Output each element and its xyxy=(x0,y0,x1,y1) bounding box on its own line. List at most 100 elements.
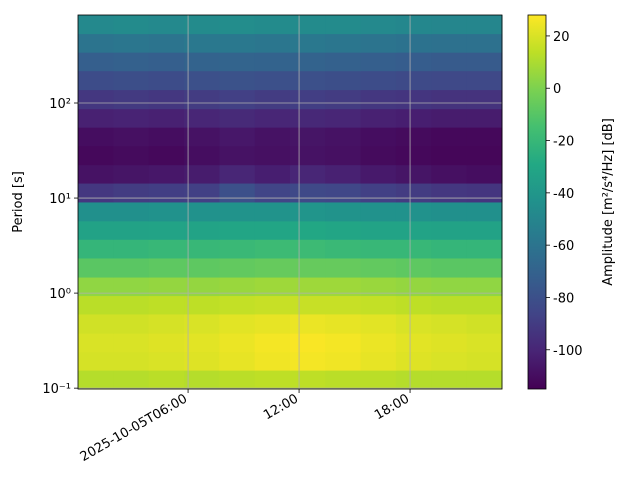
cell xyxy=(466,220,503,240)
cell xyxy=(325,108,362,128)
cell xyxy=(219,183,256,203)
cell xyxy=(113,164,150,184)
cell xyxy=(254,145,291,166)
cell xyxy=(113,89,150,110)
y-tick-label: 10⁻¹ xyxy=(42,382,71,397)
cell xyxy=(148,257,185,278)
cell xyxy=(254,201,291,222)
cell xyxy=(466,313,503,334)
cell xyxy=(78,33,114,53)
cell xyxy=(325,295,362,315)
colorbar-tick-label: -60 xyxy=(553,239,574,254)
cell xyxy=(395,70,432,91)
cell xyxy=(325,239,362,259)
cell xyxy=(466,108,503,128)
x-tick-label: 2025-10-05T06:00 xyxy=(78,391,190,464)
cell xyxy=(184,15,220,35)
cell xyxy=(360,239,397,259)
cell xyxy=(360,164,397,184)
cell xyxy=(290,164,326,184)
cell xyxy=(148,239,185,259)
cell xyxy=(290,15,326,35)
cell xyxy=(78,15,114,35)
cell xyxy=(219,127,256,147)
cell xyxy=(148,52,185,72)
colorbar-tick-label: -40 xyxy=(553,187,574,202)
cell xyxy=(254,351,291,371)
cell xyxy=(184,52,220,72)
cell xyxy=(290,313,326,334)
cell xyxy=(466,52,503,72)
cell xyxy=(113,239,150,259)
cell xyxy=(290,295,326,315)
cell xyxy=(395,183,432,203)
cell xyxy=(360,351,397,371)
cell xyxy=(395,277,432,297)
cell xyxy=(113,70,150,91)
cell xyxy=(78,108,114,128)
cell xyxy=(219,370,256,390)
cell xyxy=(78,257,114,278)
cell xyxy=(219,333,256,353)
cell xyxy=(219,145,256,166)
cell xyxy=(466,277,503,297)
cell xyxy=(219,313,256,334)
cell xyxy=(290,108,326,128)
cell xyxy=(325,351,362,371)
cell xyxy=(290,70,326,91)
cell xyxy=(148,164,185,184)
cell xyxy=(290,52,326,72)
cell xyxy=(360,313,397,334)
cell xyxy=(184,370,220,390)
cell xyxy=(395,108,432,128)
cell xyxy=(466,183,503,203)
cell xyxy=(395,239,432,259)
cell xyxy=(148,89,185,110)
cell xyxy=(360,257,397,278)
cell xyxy=(395,127,432,147)
cell xyxy=(431,277,468,297)
cell xyxy=(184,313,220,334)
y-tick-label: 10⁰ xyxy=(49,287,71,302)
cell xyxy=(148,333,185,353)
cell xyxy=(431,333,468,353)
heatmap xyxy=(78,15,503,390)
cell xyxy=(113,277,150,297)
cell xyxy=(325,89,362,110)
cell xyxy=(466,70,503,91)
cell xyxy=(184,70,220,91)
cell xyxy=(325,52,362,72)
cell xyxy=(466,295,503,315)
cell xyxy=(431,239,468,259)
cell xyxy=(254,183,291,203)
cell xyxy=(78,277,114,297)
cell xyxy=(184,239,220,259)
cell xyxy=(184,164,220,184)
cell xyxy=(395,164,432,184)
cell xyxy=(254,370,291,390)
colorbar xyxy=(527,14,547,390)
cell xyxy=(254,257,291,278)
cell xyxy=(360,220,397,240)
cell xyxy=(113,257,150,278)
cell xyxy=(360,89,397,110)
cell xyxy=(113,351,150,371)
cell xyxy=(325,127,362,147)
cell xyxy=(219,257,256,278)
cell xyxy=(395,351,432,371)
cell xyxy=(325,33,362,53)
cell xyxy=(466,201,503,222)
cell xyxy=(466,239,503,259)
cell xyxy=(219,33,256,53)
cell xyxy=(395,333,432,353)
cell xyxy=(78,333,114,353)
x-tick-label: 12:00 xyxy=(261,391,301,423)
cell xyxy=(78,164,114,184)
cell xyxy=(360,277,397,297)
cell xyxy=(254,295,291,315)
cell xyxy=(254,15,291,35)
cell xyxy=(290,33,326,53)
cell xyxy=(290,351,326,371)
cell xyxy=(113,295,150,315)
cell xyxy=(325,183,362,203)
